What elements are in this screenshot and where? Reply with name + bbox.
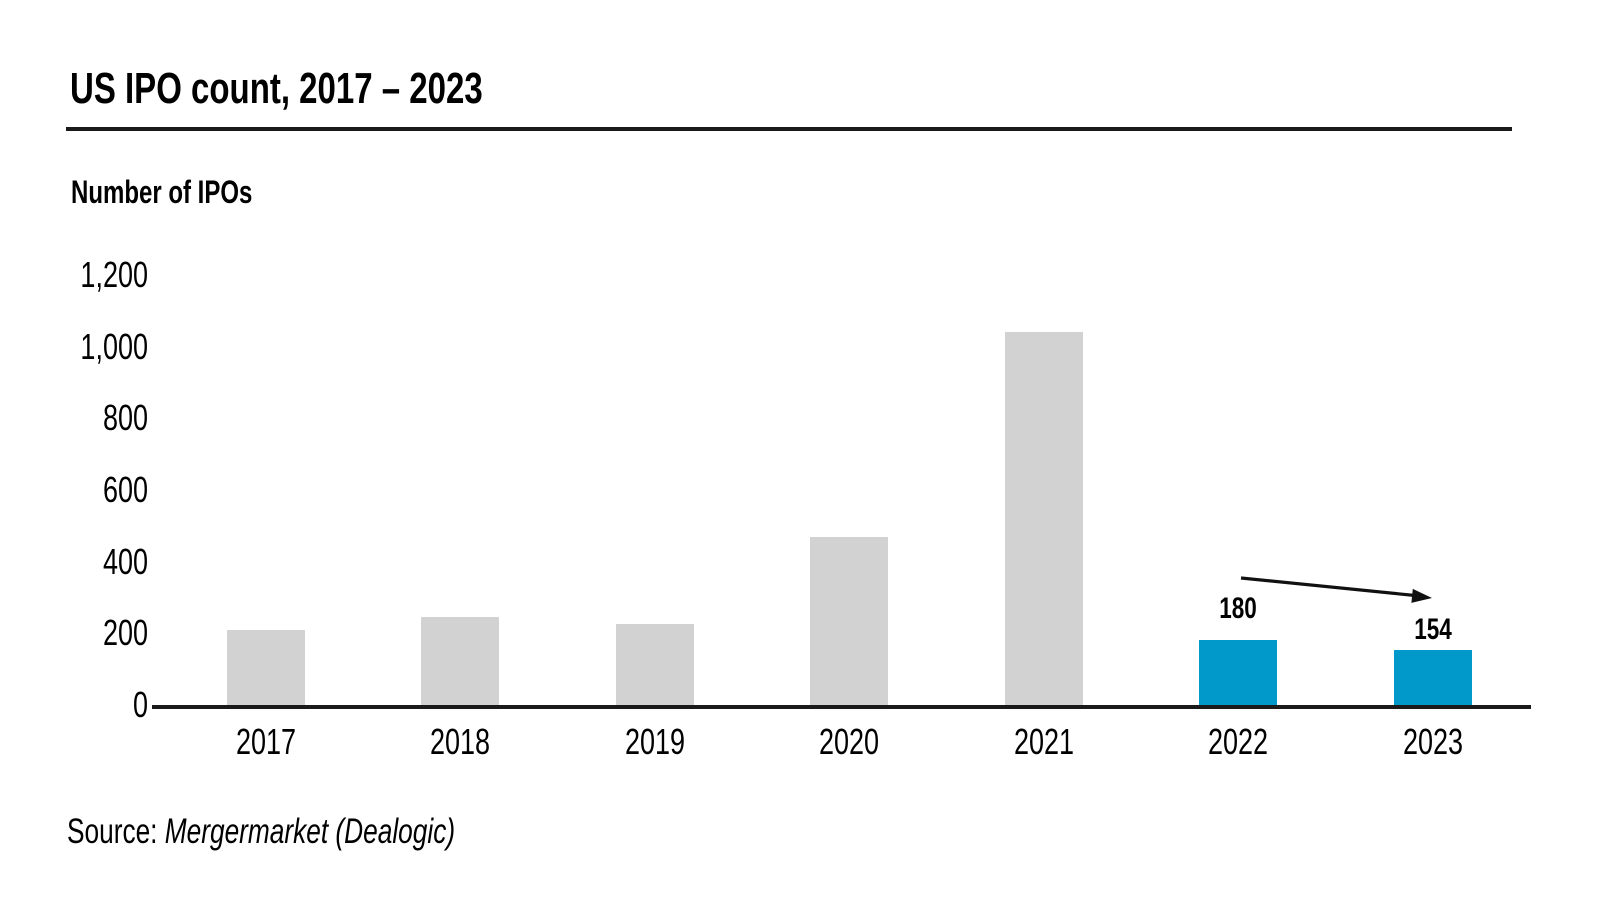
source-prefix: Source: [67, 812, 165, 851]
y-tick-0: 0 [132, 684, 148, 725]
value-label-2022: 180 [1219, 592, 1257, 626]
source-name: Mergermarket (Dealogic) [164, 812, 456, 851]
bar-2020 [810, 536, 888, 705]
x-tick-2021: 2021 [1013, 721, 1074, 762]
bar-2021 [1004, 332, 1083, 705]
y-tick-600: 600 [102, 469, 148, 510]
chart-title: US IPO count, 2017 – 2023 [70, 64, 483, 113]
x-tick-2018: 2018 [429, 721, 491, 762]
x-tick-2017: 2017 [235, 721, 296, 762]
value-label-2023: 154 [1413, 612, 1452, 646]
y-tick-1000: 1,000 [80, 325, 148, 367]
x-tick-2020: 2020 [818, 721, 880, 762]
y-tick-200: 200 [102, 612, 148, 654]
y-tick-1200: 1,200 [80, 254, 148, 295]
title-underline [66, 127, 1512, 131]
source-line: Source: Mergermarket (Dealogic) [67, 812, 455, 852]
bar-2022 [1199, 640, 1277, 705]
x-tick-2022: 2022 [1207, 721, 1269, 762]
x-tick-2023: 2023 [1402, 721, 1463, 762]
y-tick-800: 800 [102, 397, 148, 439]
decline-arrow-icon [1240, 576, 1432, 603]
bar-2023 [1393, 649, 1472, 705]
bar-2018 [421, 617, 499, 705]
x-tick-2019: 2019 [624, 721, 685, 762]
x-axis-line [152, 705, 1531, 709]
bar-2017 [226, 629, 305, 705]
bar-2019 [615, 624, 694, 705]
y-tick-400: 400 [102, 540, 148, 582]
y-axis-label: Number of IPOs [71, 174, 253, 210]
